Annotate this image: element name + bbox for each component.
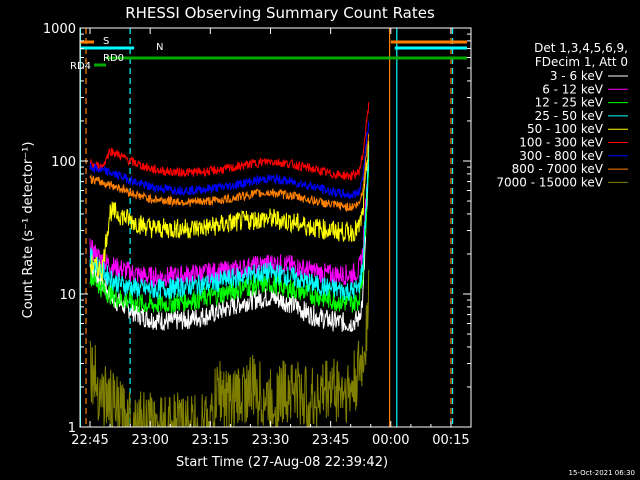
y-tick-label-2: 100 [51,155,76,170]
plot-frame [79,27,472,428]
series-line-7 [89,133,370,213]
series-line-6 [89,121,370,199]
tick-layer: 22:45 23:00 23:15 23:30 23:45 00:00 00:15 1 10 10… [43,22,472,448]
legend-label-3: 25 - 50 keV [535,109,604,123]
legend-label-6: 300 - 800 keV [519,149,603,163]
flag-label-rd0: RD0 [103,53,124,64]
legend-label-8: 7000 - 15000 keV [496,175,603,189]
legend-label-1: 6 - 12 keV [542,82,604,96]
series-line-3 [89,144,370,301]
y-tick-label-0: 1 [68,421,76,436]
series-line-5 [89,102,370,181]
flag-label-s: S [103,36,109,47]
x-axis-label: Start Time (27-Aug-08 22:39:42) [176,455,388,470]
y-tick-label-3: 1000 [43,22,76,37]
flag-layer: S N RD0 RD4 [70,36,467,72]
x-tick-label-1: 23:00 [131,433,168,448]
legend-label-4: 50 - 100 keV [527,122,604,136]
y-tick-label-1: 10 [59,288,76,303]
legend-header-line1: Det 1,3,4,5,6,9, [534,41,628,55]
x-tick-label-6: 00:15 [432,433,469,448]
legend-label-0: 3 - 6 keV [550,69,604,83]
x-tick-label-3: 23:30 [252,433,289,448]
chart-title: RHESSI Observing Summary Count Rates [125,4,435,22]
x-tick-label-4: 23:45 [312,433,349,448]
legend-label-2: 12 - 25 keV [535,96,604,110]
timestamp: 15-Oct-2021 06:30 [569,469,635,477]
x-tick-label-2: 23:15 [192,433,229,448]
flag-label-rd4: RD4 [70,61,91,72]
flag-label-n: N [156,42,163,53]
x-tick-label-0: 22:45 [71,433,108,448]
series-line-0 [89,164,370,332]
series-line-2 [89,154,370,314]
series-line-4 [89,141,370,281]
y-axis-label: Count Rate (s⁻¹ detector⁻¹) [21,142,36,319]
legend-header-line2: FDecim 1, Att 0 [535,55,628,69]
legend-label-7: 800 - 7000 keV [512,162,604,176]
x-tick-label-5: 00:00 [372,433,409,448]
legend-label-5: 100 - 300 keV [519,136,603,150]
